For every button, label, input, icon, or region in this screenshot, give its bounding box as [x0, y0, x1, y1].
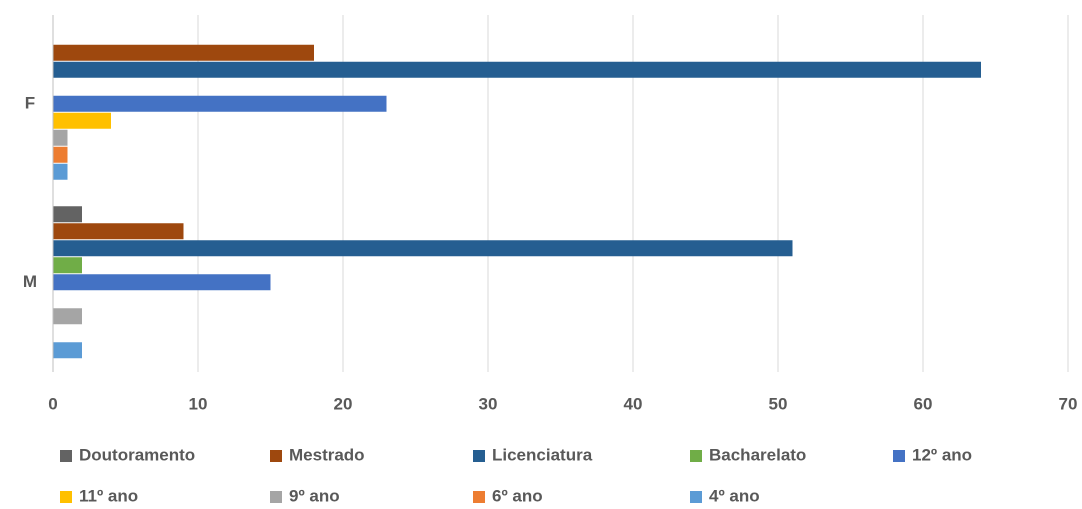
- bar: [53, 129, 68, 146]
- bar: [53, 342, 82, 359]
- legend-swatch: [690, 491, 702, 503]
- legend-label: 6º ano: [492, 486, 543, 505]
- y-tick-label: F: [25, 94, 35, 113]
- legend-swatch: [473, 450, 485, 462]
- y-tick-label: M: [23, 272, 37, 291]
- legend-swatch: [60, 450, 72, 462]
- x-tick-label: 50: [769, 394, 788, 413]
- bar: [53, 308, 82, 325]
- legend-label: Mestrado: [289, 445, 365, 464]
- legend-label: 4º ano: [709, 486, 760, 505]
- bar: [53, 112, 111, 129]
- legend-swatch: [893, 450, 905, 462]
- x-tick-label: 60: [914, 394, 933, 413]
- bar: [53, 163, 68, 180]
- x-tick-label: 0: [48, 394, 57, 413]
- legend-label: Bacharelato: [709, 445, 806, 464]
- legend-swatch: [473, 491, 485, 503]
- x-tick-label: 20: [334, 394, 353, 413]
- x-tick-label: 30: [479, 394, 498, 413]
- legend-label: 9º ano: [289, 486, 340, 505]
- legend-label: 11º ano: [79, 486, 138, 505]
- bar: [53, 223, 184, 240]
- bar: [53, 274, 271, 291]
- legend-label: Doutoramento: [79, 445, 195, 464]
- bar: [53, 44, 314, 61]
- x-tick-label: 40: [624, 394, 643, 413]
- bar: [53, 61, 981, 78]
- x-tick-label: 70: [1059, 394, 1078, 413]
- bar: [53, 146, 68, 163]
- legend-swatch: [270, 491, 282, 503]
- legend-swatch: [690, 450, 702, 462]
- bar: [53, 95, 387, 112]
- legend-swatch: [270, 450, 282, 462]
- bar: [53, 257, 82, 274]
- x-tick-label: 10: [189, 394, 208, 413]
- bar: [53, 240, 793, 257]
- legend-swatch: [60, 491, 72, 503]
- legend-label: 12º ano: [912, 445, 972, 464]
- bar: [53, 206, 82, 223]
- legend-label: Licenciatura: [492, 445, 593, 464]
